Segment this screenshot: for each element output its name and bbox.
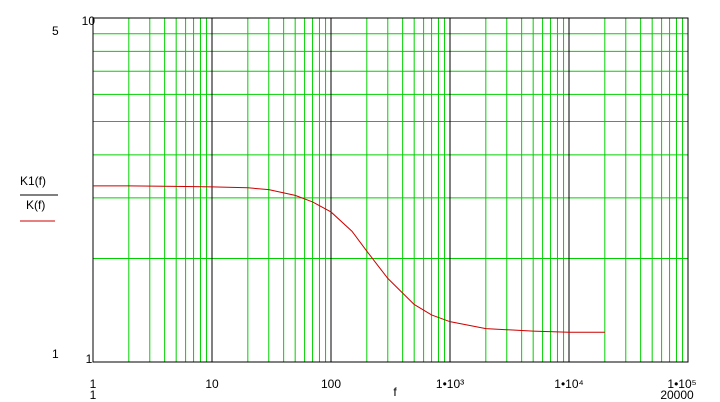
x-tick-label: 10 <box>205 377 219 391</box>
x-tick-label: 1•10⁴ <box>554 377 583 391</box>
y-label-numerator: K1(f) <box>20 174 46 188</box>
x-range-label: 1 <box>90 388 97 402</box>
x-tick-label: 1•10³ <box>436 377 464 391</box>
x-label: f <box>393 385 397 399</box>
x-tick-label: 1•10⁵ <box>667 377 696 391</box>
y-tick-label: 1 <box>86 352 93 366</box>
x-tick-label: 100 <box>321 377 341 391</box>
y-range-label: 5 <box>52 24 59 38</box>
x-tick-label: 1 <box>90 377 97 391</box>
y-label-denominator: K(f) <box>26 198 45 212</box>
plot-frame <box>92 17 689 363</box>
y-range-label: 1 <box>52 347 59 361</box>
y-tick-label: 10 <box>82 14 96 28</box>
data-line <box>93 185 605 333</box>
x-range-label: 20000 <box>660 388 694 402</box>
